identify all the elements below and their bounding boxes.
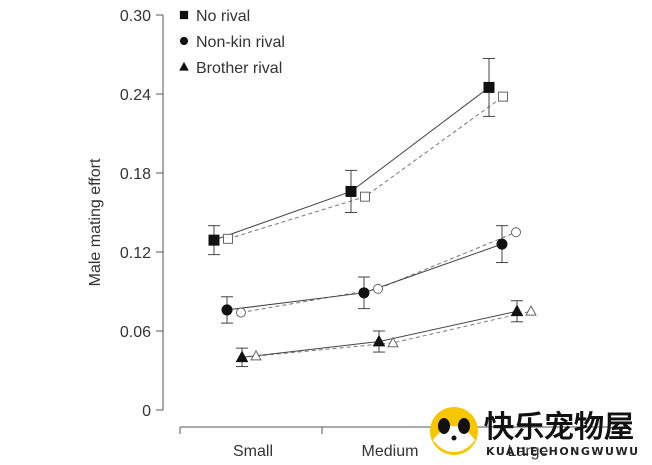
axes: 0 0.06 0.12 0.18 0.24 0.30 Male mating effort S… (87, 8, 610, 460)
data-point (235, 350, 249, 363)
watermark: 快乐宠物屋 KUAILECHONGWUWU (430, 407, 640, 458)
data-point (372, 334, 386, 347)
data-point (221, 304, 233, 316)
y-tick-label: 0.06 (120, 324, 151, 341)
legend-marker (179, 36, 189, 46)
data-point (496, 238, 508, 250)
data-point (208, 234, 220, 246)
data-point-open (525, 305, 537, 316)
data-point-open (360, 191, 370, 202)
data-point (358, 287, 370, 299)
data-point-open (250, 349, 262, 361)
series-group (208, 57, 537, 368)
data-point (510, 304, 524, 317)
y-tick-label: 0.24 (120, 87, 151, 104)
x-tick-label: Small (233, 443, 273, 460)
y-tick-label: 0 (142, 403, 151, 420)
data-point (483, 81, 495, 93)
legend-label: No rival (196, 8, 250, 25)
y-axis-label: Male mating effort (87, 158, 104, 286)
watermark-title: 快乐宠物屋 (484, 410, 634, 445)
legend-label: Non-kin rival (196, 34, 285, 51)
y-tick-label: 0.18 (120, 166, 151, 183)
legend-label: Brother rival (196, 60, 282, 77)
data-point-open (236, 307, 246, 318)
y-tick-label: 0.30 (120, 8, 151, 25)
data-point-open (387, 336, 399, 348)
data-point-open (498, 91, 508, 102)
x-tick-label: Large (508, 443, 549, 460)
series-line-dashed (227, 96, 504, 240)
data-point (345, 185, 357, 197)
series-brother-rival (235, 300, 537, 368)
series-line-solid (213, 87, 490, 241)
watermark-logo-icon (430, 407, 478, 455)
watermark-subtitle: KUAILECHONGWUWU (486, 445, 640, 458)
legend: No rival Non-kin rival Brother rival (179, 8, 285, 77)
data-point-open (373, 283, 383, 294)
x-tick-label: Medium (362, 443, 419, 460)
data-point-open (511, 227, 521, 238)
series-no-rival (208, 57, 508, 256)
legend-marker (179, 10, 189, 20)
series-line-dashed (255, 310, 532, 357)
legend-marker (179, 61, 189, 71)
series-non-kin-rival (221, 225, 521, 324)
y-tick-label: 0.12 (120, 245, 151, 262)
series-line-dashed (240, 231, 517, 314)
data-point-open (223, 233, 233, 244)
